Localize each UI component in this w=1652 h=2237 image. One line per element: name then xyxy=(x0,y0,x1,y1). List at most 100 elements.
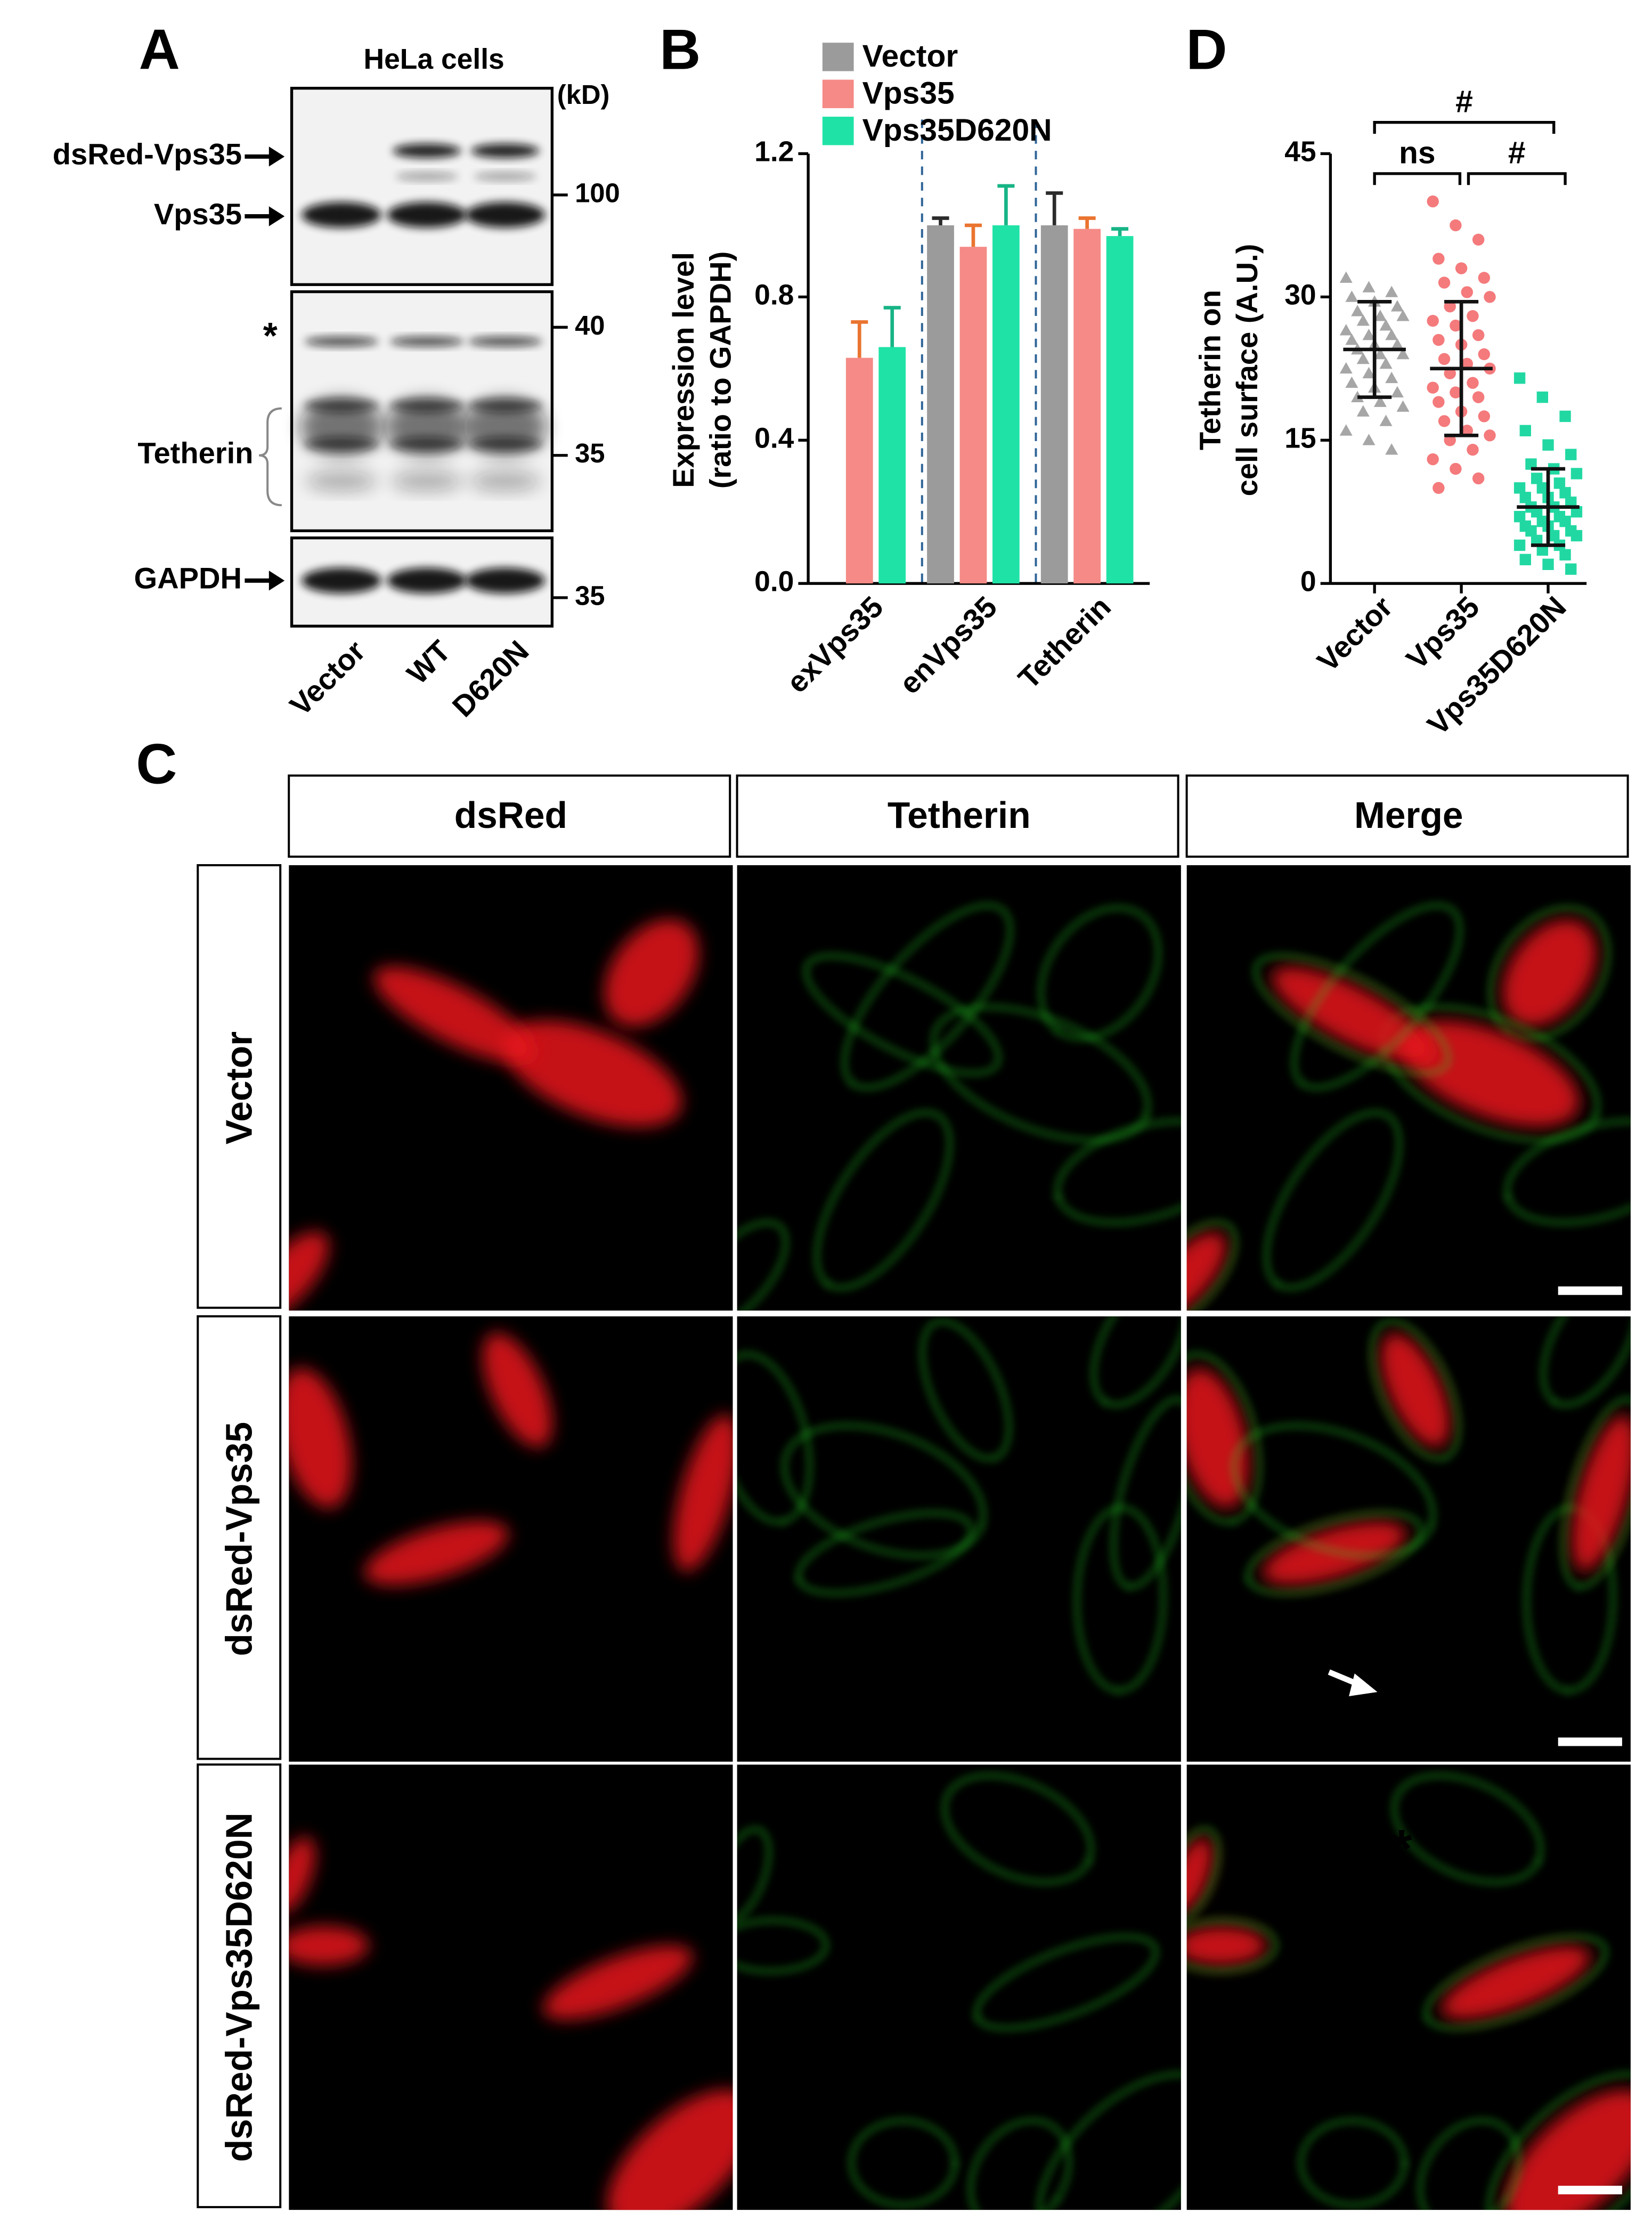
significance-label: ns xyxy=(1399,136,1436,170)
blot-band xyxy=(468,336,542,347)
blot-frame xyxy=(290,86,554,286)
data-point xyxy=(1531,506,1543,518)
blot-band xyxy=(389,398,464,413)
blot-marker-label: 40 xyxy=(575,310,605,340)
data-point xyxy=(1542,439,1554,451)
micrograph-panel xyxy=(289,865,733,1311)
significance-bracket xyxy=(1467,172,1567,185)
blot-marker-label: 35 xyxy=(575,580,605,611)
blot-row-label: Vps35 xyxy=(154,197,242,231)
micrograph-panel xyxy=(289,1764,733,2210)
column-header-box xyxy=(736,774,1179,858)
cell-green xyxy=(1246,1511,1423,1596)
cell-green xyxy=(1055,1119,1181,1225)
blot-marker-label: 35 xyxy=(575,438,605,468)
blot-marker-label: 100 xyxy=(575,177,620,208)
cell-green xyxy=(803,954,1001,1076)
blot-band xyxy=(304,437,379,451)
cell-red xyxy=(483,1333,552,1447)
micrograph-panel xyxy=(1186,1316,1631,1762)
cell-red xyxy=(1502,919,1597,1027)
blot-row-label: GAPDH xyxy=(134,562,242,595)
cell-green xyxy=(1423,1934,1608,2030)
panel-label: B xyxy=(660,18,701,82)
data-point xyxy=(1478,410,1491,422)
data-point xyxy=(1427,381,1439,394)
data-point xyxy=(1362,434,1376,445)
data-point xyxy=(1565,563,1577,575)
y-tick-label: 45 xyxy=(1284,136,1316,168)
blot-band xyxy=(389,437,464,451)
data-point xyxy=(1467,310,1479,322)
cell-green xyxy=(1524,1506,1615,1693)
data-point xyxy=(1444,300,1456,313)
data-point xyxy=(1565,497,1577,508)
cell-green xyxy=(1299,2118,1407,2207)
data-point xyxy=(1390,386,1404,397)
blot-band xyxy=(387,567,467,593)
cell-red xyxy=(1186,1926,1267,1965)
column-header-box xyxy=(288,774,731,858)
cell-green xyxy=(737,1352,812,1524)
data-point xyxy=(1513,539,1526,551)
data-point xyxy=(1536,482,1549,494)
data-point xyxy=(1379,414,1393,426)
data-point xyxy=(1472,472,1485,485)
blot-row-label: dsRed-Vps35 xyxy=(53,137,242,171)
cell-green xyxy=(1253,954,1451,1076)
panel-label: D xyxy=(1186,18,1227,82)
blot-band xyxy=(387,202,467,228)
cell-green xyxy=(1370,1319,1461,1461)
blot-band xyxy=(389,336,464,347)
annotation-asterisk: * xyxy=(1391,1818,1412,1879)
bar xyxy=(1040,225,1068,584)
cell-red xyxy=(1505,2090,1631,2210)
cell-green xyxy=(737,1918,828,1973)
data-point xyxy=(1559,410,1571,422)
micrograph-panel xyxy=(1186,865,1631,1311)
data-point xyxy=(1472,233,1485,246)
blot-band xyxy=(465,202,545,228)
cell-green xyxy=(1186,1352,1262,1524)
cell-green xyxy=(1541,1316,1631,1407)
cell-green xyxy=(1504,1119,1631,1225)
blot-band xyxy=(474,172,536,181)
blot-band xyxy=(469,471,541,491)
data-point xyxy=(1513,372,1526,384)
y-tick-label: 30 xyxy=(1284,279,1316,311)
data-point xyxy=(1345,376,1358,388)
data-point xyxy=(1444,434,1456,446)
data-point xyxy=(1519,425,1531,437)
cell-red xyxy=(543,1946,693,2020)
blot-lane-label: D620N xyxy=(446,634,535,723)
data-point xyxy=(1484,429,1496,442)
data-point xyxy=(1356,352,1370,364)
cell-red xyxy=(289,1232,329,1311)
significance-label: # xyxy=(1455,85,1473,119)
y-tick-label: 0.8 xyxy=(754,279,794,311)
cell-red xyxy=(607,2090,733,2210)
significance-bracket xyxy=(1373,172,1462,185)
data-point xyxy=(1356,405,1370,417)
y-tick-label: 0.0 xyxy=(754,566,794,597)
cell-red xyxy=(1272,966,1433,1063)
data-point xyxy=(1433,396,1445,408)
bar xyxy=(927,225,954,584)
micrograph-panel xyxy=(737,1316,1181,1762)
micrograph-panel xyxy=(289,1316,733,1762)
blot-arrow-head xyxy=(268,147,285,167)
x-tick-label: Vps35 xyxy=(1399,590,1485,676)
blot-unit: (kD) xyxy=(557,79,610,110)
cell-green xyxy=(815,1110,952,1290)
y-axis-label: Expression level xyxy=(666,252,700,488)
data-point xyxy=(1531,473,1543,484)
column-header: Tetherin xyxy=(888,794,1031,836)
x-tick-label: exVps35 xyxy=(780,590,889,699)
bar xyxy=(1073,229,1101,584)
data-point xyxy=(1356,314,1370,326)
data-point xyxy=(1461,286,1473,298)
blot-band xyxy=(302,202,381,228)
blot-arrow-head xyxy=(268,571,285,591)
cell-green xyxy=(942,1773,1094,1884)
significance-bracket xyxy=(1373,121,1556,134)
